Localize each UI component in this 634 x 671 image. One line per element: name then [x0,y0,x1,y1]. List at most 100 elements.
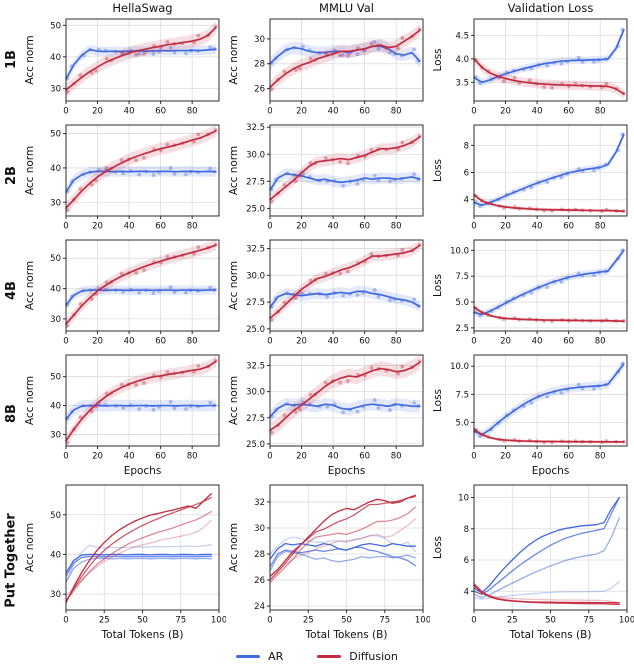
svg-text:30: 30 [50,590,61,600]
svg-text:2.5: 2.5 [455,324,469,334]
chart-canvas: 0 20 40 60 80 2.5 5.0 7.5 10.0 Loss [432,239,628,347]
svg-text:20: 20 [296,337,307,347]
row-label-4b: 4B [3,281,19,300]
svg-text:50: 50 [50,373,61,383]
svg-text:50: 50 [137,616,148,626]
chart-2b-hellaswag: 0 20 40 60 80 30 40 50 Acc norm [22,118,226,233]
svg-text:Acc norm: Acc norm [228,523,240,572]
legend-item-ar: AR [236,650,283,663]
svg-text:60: 60 [155,452,166,462]
svg-text:0: 0 [267,452,272,462]
svg-text:32: 32 [254,498,265,508]
svg-text:40: 40 [124,107,135,117]
svg-text:Epochs: Epochs [532,465,570,477]
svg-text:80: 80 [187,222,198,232]
svg-text:30: 30 [50,84,61,94]
svg-text:Acc norm: Acc norm [24,146,36,195]
svg-text:30.0: 30.0 [246,388,265,398]
svg-text:6: 6 [464,556,469,566]
svg-text:75: 75 [175,616,186,626]
svg-text:8: 8 [464,141,469,151]
row-label-2b: 2B [3,166,19,185]
svg-text:40: 40 [50,550,61,560]
svg-text:27.5: 27.5 [246,298,265,308]
svg-text:30: 30 [50,315,61,325]
svg-text:0: 0 [471,222,476,232]
svg-text:26: 26 [254,576,265,586]
svg-text:25.0: 25.0 [246,325,265,335]
svg-text:Acc norm: Acc norm [228,146,240,195]
svg-text:MMLU Val: MMLU Val [319,1,374,15]
row-1b: 1B 0 20 40 60 80 30 40 50 HellaSwag Acc norm 0 20 4… [0,0,634,118]
svg-text:0: 0 [267,616,272,626]
chart-1b-hellaswag: 0 20 40 60 80 30 40 50 HellaSwag Acc norm [22,0,226,118]
svg-text:Epochs: Epochs [328,465,366,477]
svg-text:40: 40 [532,222,543,232]
svg-text:60: 60 [359,222,370,232]
chart-4b-mmlu-val: 0 20 40 60 80 25.0 27.5 30.0 32.5 Acc norm [226,233,430,348]
svg-text:10: 10 [458,494,469,504]
svg-text:20: 20 [92,107,103,117]
svg-text:60: 60 [359,452,370,462]
chart-canvas: 0 25 50 75 100 4 6 8 10 Loss Total Tokens (B) [432,484,634,641]
svg-text:0: 0 [267,337,272,347]
svg-text:Validation Loss: Validation Loss [508,1,594,15]
svg-text:10.0: 10.0 [450,246,469,256]
svg-text:60: 60 [563,222,574,232]
svg-text:40: 40 [328,337,339,347]
svg-text:30.0: 30.0 [246,271,265,281]
chart-canvas: 0 20 40 60 80 30 40 50 HellaSwag Acc norm [24,1,220,117]
chart-canvas: 0 20 40 60 80 25.0 27.5 30.0 32.5 Acc norm Epochs [228,354,424,477]
svg-text:Acc norm: Acc norm [228,261,240,310]
chart-canvas: 0 20 40 60 80 25.0 27.5 30.0 32.5 Acc norm [228,123,424,232]
svg-text:40: 40 [124,337,135,347]
svg-text:0: 0 [267,107,272,117]
svg-text:80: 80 [595,107,606,117]
svg-text:0: 0 [63,107,68,117]
svg-text:80: 80 [391,452,402,462]
chart-canvas: 0 20 40 60 80 3.5 4.0 4.5 Validation Loss Loss [432,1,628,117]
svg-text:50: 50 [50,21,61,31]
svg-text:Acc norm: Acc norm [228,376,240,425]
svg-text:20: 20 [296,452,307,462]
svg-text:0: 0 [63,616,68,626]
svg-text:30: 30 [50,198,61,208]
svg-text:25.0: 25.0 [246,440,265,450]
row-8b: 8B 0 20 40 60 80 30 40 50 Acc norm Epochs 0 20 40 60… [0,348,634,478]
svg-text:60: 60 [359,337,370,347]
chart-canvas: 0 20 40 60 80 5.0 7.5 10.0 Loss Epochs [432,354,628,477]
chart-canvas: 0 20 40 60 80 30 40 50 Acc norm [24,239,220,347]
legend-item-diffusion: Diffusion [317,650,398,663]
svg-text:4: 4 [464,196,469,206]
chart-4b-hellaswag: 0 20 40 60 80 30 40 50 Acc norm [22,233,226,348]
svg-text:Loss: Loss [432,159,444,182]
svg-text:80: 80 [595,222,606,232]
svg-text:60: 60 [563,337,574,347]
legend-label-ar: AR [268,650,284,663]
legend: AR Diffusion [0,642,634,671]
chart-canvas: 0 25 50 75 100 24 26 28 30 32 Acc norm Total Tokens… [228,484,431,641]
svg-text:4.5: 4.5 [455,31,469,41]
chart-put-together-hellaswag: 0 25 50 75 100 30 40 50 Acc norm Total Tokens (B) [22,478,227,642]
svg-text:HellaSwag: HellaSwag [112,1,172,15]
svg-text:24: 24 [254,602,265,612]
svg-text:20: 20 [92,337,103,347]
legend-label-diffusion: Diffusion [349,650,398,663]
svg-text:100: 100 [415,616,430,626]
svg-text:6: 6 [464,169,469,179]
svg-text:30: 30 [50,430,61,440]
svg-text:32.5: 32.5 [246,245,265,255]
svg-text:20: 20 [296,107,307,117]
svg-text:Epochs: Epochs [124,465,162,477]
svg-text:30: 30 [254,524,265,534]
svg-text:40: 40 [328,222,339,232]
chart-2b-validation-loss: 0 20 40 60 80 4 6 8 Loss [430,118,634,233]
svg-text:20: 20 [500,222,511,232]
svg-text:40: 40 [532,337,543,347]
chart-canvas: 0 20 40 60 80 25.0 27.5 30.0 32.5 Acc norm [228,239,424,347]
svg-text:60: 60 [563,107,574,117]
svg-text:4.0: 4.0 [455,55,469,65]
svg-text:80: 80 [595,452,606,462]
svg-text:40: 40 [532,107,543,117]
chart-8b-mmlu-val: 0 20 40 60 80 25.0 27.5 30.0 32.5 Acc norm Epochs [226,348,430,478]
